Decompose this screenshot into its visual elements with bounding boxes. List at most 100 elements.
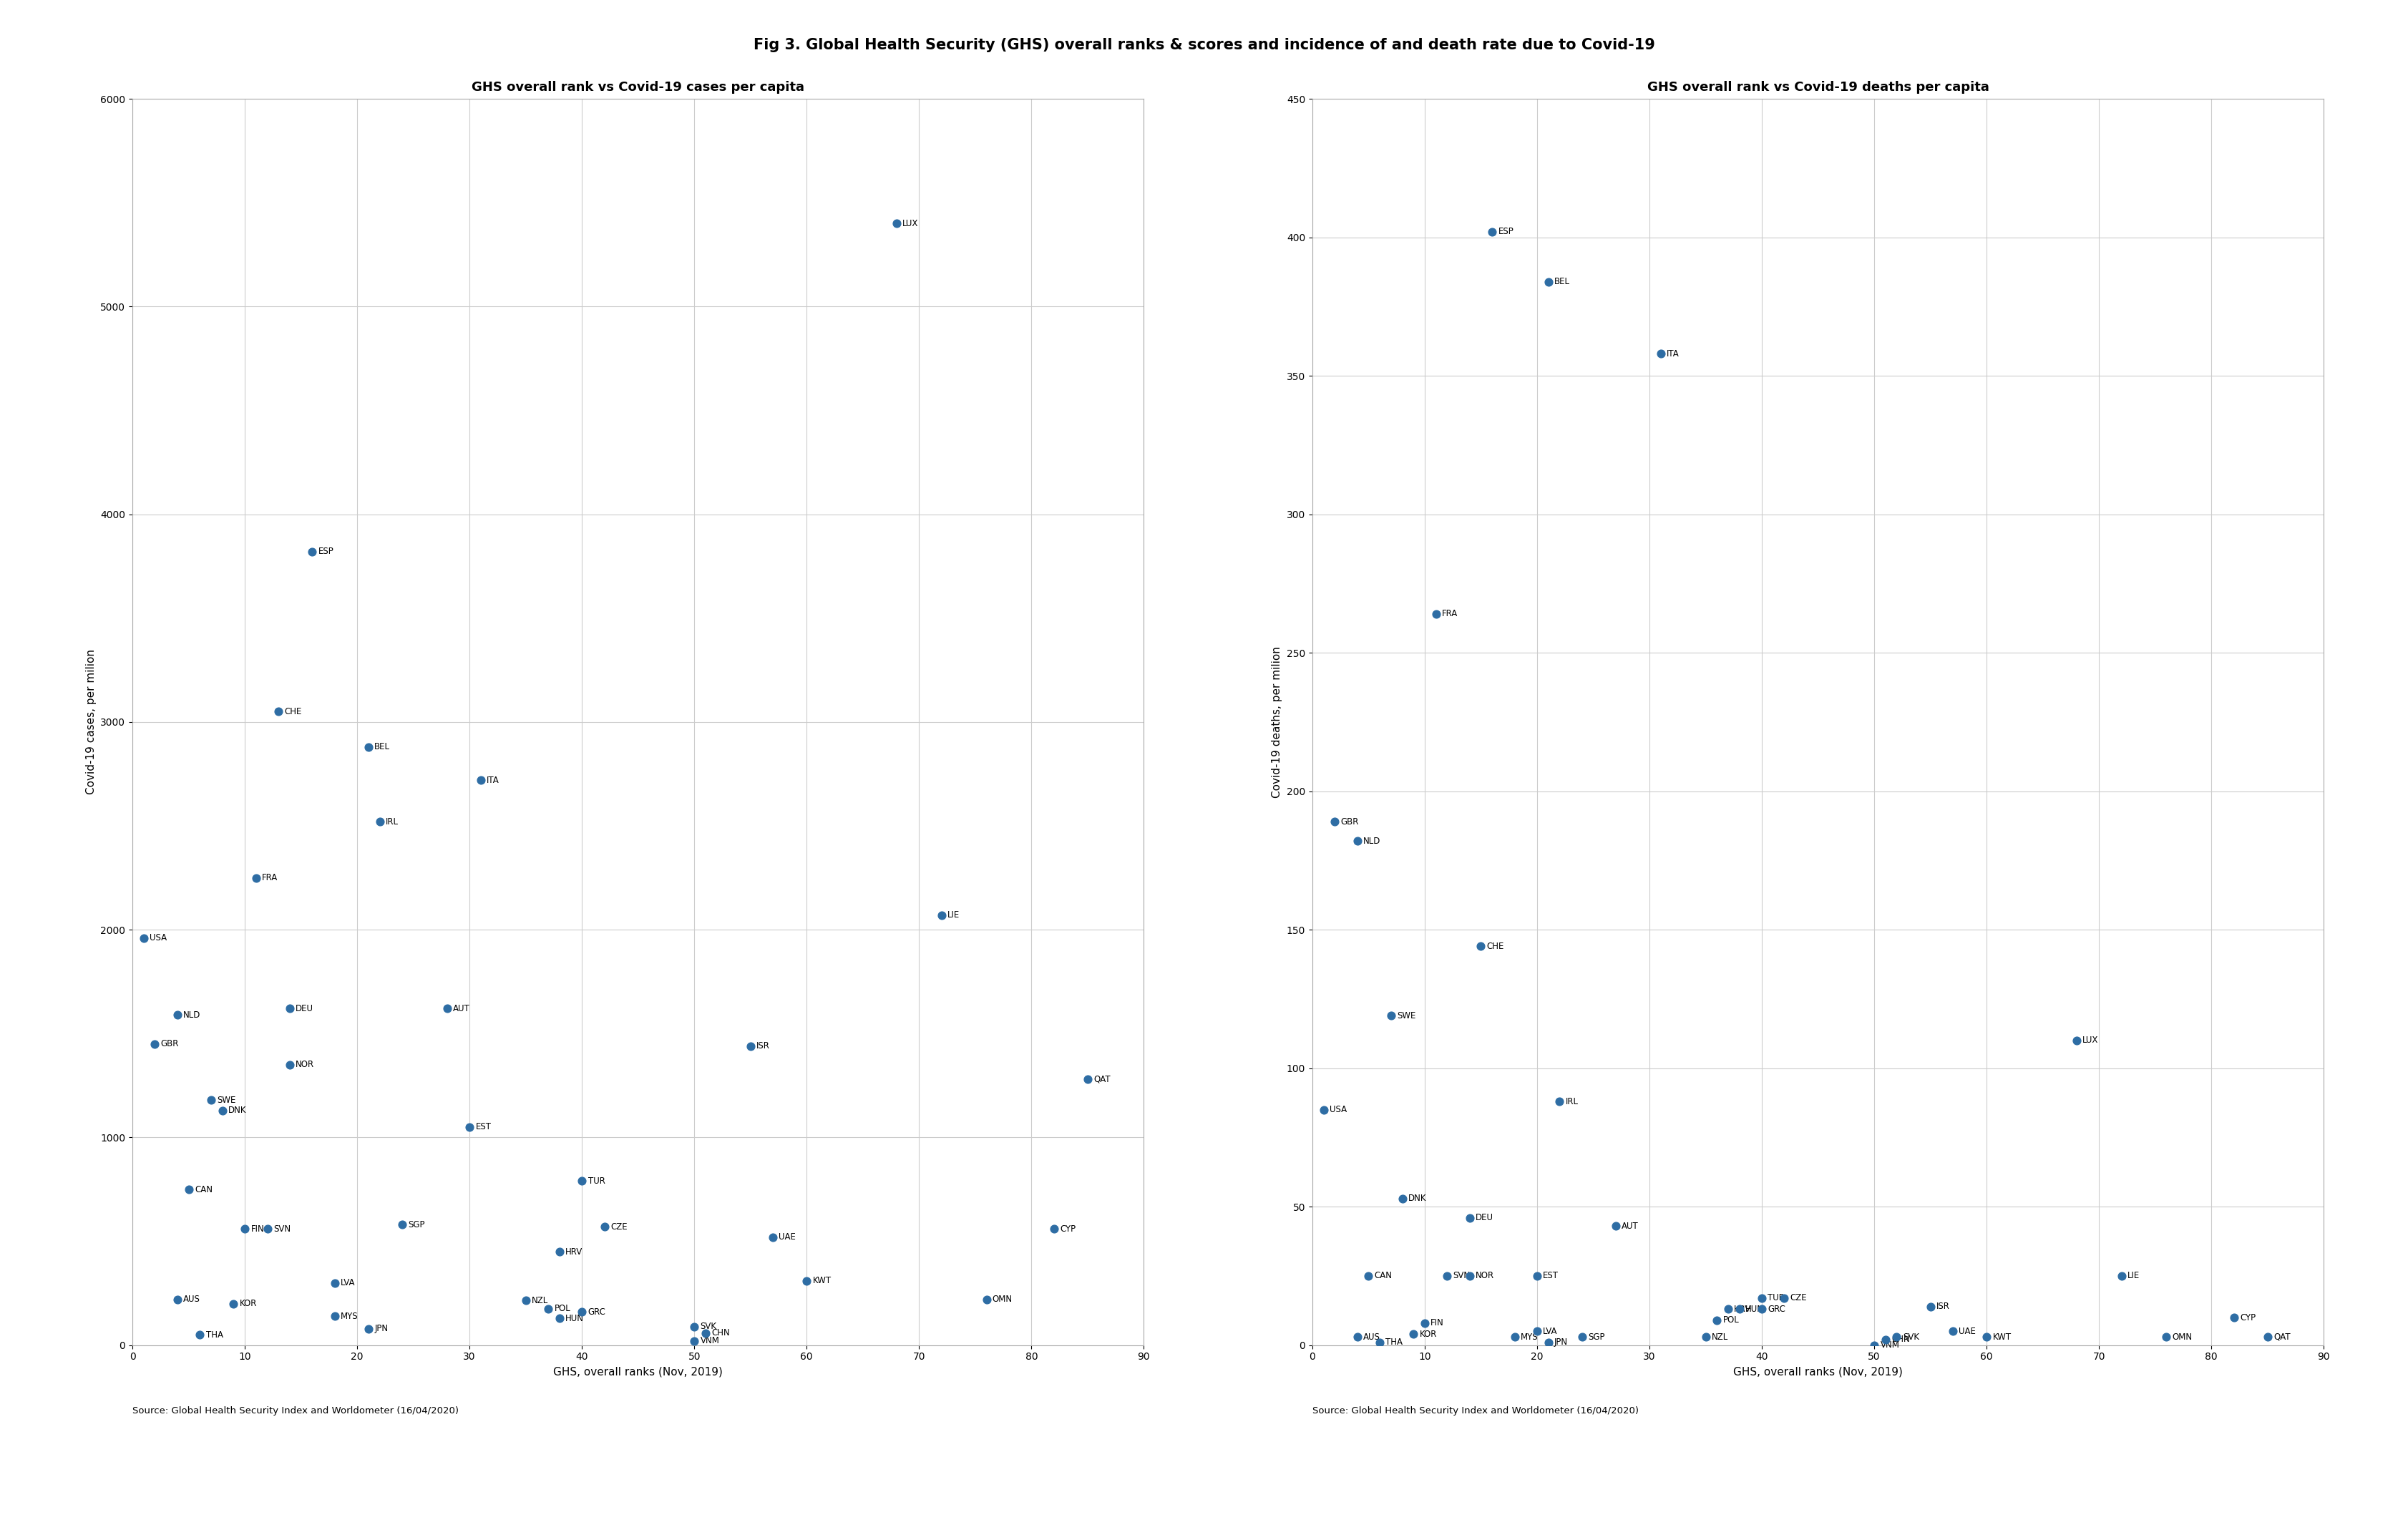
Text: FIN: FIN <box>1430 1318 1445 1327</box>
Point <box>1474 219 1512 243</box>
Point <box>349 1316 388 1341</box>
Text: QAT: QAT <box>2273 1332 2290 1342</box>
Text: AUS: AUS <box>1363 1332 1380 1342</box>
Text: DNK: DNK <box>1409 1193 1426 1202</box>
Text: SVN: SVN <box>1452 1271 1471 1281</box>
Text: MYS: MYS <box>340 1312 359 1321</box>
Point <box>315 1304 354 1328</box>
Point <box>2148 1325 2186 1350</box>
Text: CHE: CHE <box>1486 942 1505 952</box>
Text: CHN: CHN <box>710 1328 730 1338</box>
Text: LUX: LUX <box>2083 1035 2097 1046</box>
Point <box>1035 1216 1074 1240</box>
Text: CHN: CHN <box>1890 1335 1910 1344</box>
Point <box>686 1321 725 1345</box>
Text: UAE: UAE <box>778 1233 797 1242</box>
Text: NZL: NZL <box>1712 1332 1729 1342</box>
Point <box>1416 602 1454 626</box>
Point <box>563 1169 602 1193</box>
Point <box>585 1214 624 1239</box>
Point <box>539 1240 578 1265</box>
Text: JPN: JPN <box>1553 1338 1568 1347</box>
Text: SWE: SWE <box>217 1096 236 1105</box>
Point <box>2056 1029 2095 1053</box>
Point <box>1517 1263 1556 1287</box>
Point <box>674 1328 713 1353</box>
Text: ISR: ISR <box>756 1041 771 1050</box>
X-axis label: GHS, overall ranks (Nov, 2019): GHS, overall ranks (Nov, 2019) <box>554 1366 722 1377</box>
Point <box>1069 1067 1108 1091</box>
Point <box>563 1300 602 1324</box>
Point <box>361 810 400 834</box>
Point <box>530 1297 568 1321</box>
Point <box>754 1225 792 1249</box>
Point <box>315 1271 354 1295</box>
Text: SGP: SGP <box>407 1221 424 1230</box>
Text: ESP: ESP <box>1498 226 1515 237</box>
Point <box>248 1216 287 1240</box>
Point <box>202 1099 241 1123</box>
Text: JPN: JPN <box>373 1324 388 1333</box>
Text: NLD: NLD <box>183 1011 200 1020</box>
Point <box>1743 1286 1782 1310</box>
Text: SVK: SVK <box>701 1322 718 1332</box>
Point <box>1406 1310 1445 1335</box>
Text: Source: Global Health Security Index and Worldometer (16/04/2020): Source: Global Health Security Index and… <box>1312 1406 1640 1415</box>
Text: SWE: SWE <box>1397 1011 1416 1020</box>
Text: CYP: CYP <box>1060 1224 1076 1234</box>
Text: ESP: ESP <box>318 547 335 556</box>
Text: CAN: CAN <box>195 1184 212 1195</box>
Point <box>294 540 332 564</box>
Text: LIE: LIE <box>946 910 961 920</box>
Text: NOR: NOR <box>296 1059 315 1070</box>
Point <box>1765 1286 1804 1310</box>
Point <box>1450 1205 1488 1230</box>
Text: GBR: GBR <box>1341 818 1358 827</box>
Point <box>1382 1186 1421 1210</box>
Text: CZE: CZE <box>609 1222 626 1231</box>
Title: GHS overall rank vs Covid-19 deaths per capita: GHS overall rank vs Covid-19 deaths per … <box>1647 81 1989 94</box>
Point <box>1339 828 1377 853</box>
Text: USA: USA <box>149 933 166 942</box>
Point <box>125 926 164 950</box>
Text: FIN: FIN <box>250 1224 265 1234</box>
Point <box>1529 269 1568 293</box>
Point <box>732 1034 771 1058</box>
Text: OMN: OMN <box>992 1295 1014 1304</box>
Point <box>1495 1325 1534 1350</box>
Text: POL: POL <box>554 1304 571 1313</box>
Point <box>1866 1327 1905 1351</box>
Point <box>383 1213 421 1237</box>
Point <box>1912 1294 1950 1318</box>
Point <box>429 997 467 1021</box>
Point <box>1529 1330 1568 1354</box>
Text: ITA: ITA <box>486 775 498 784</box>
Point <box>1967 1325 2006 1350</box>
Text: VNM: VNM <box>701 1336 720 1345</box>
Point <box>1563 1325 1601 1350</box>
Text: GRC: GRC <box>588 1307 607 1316</box>
Text: ITA: ITA <box>1666 350 1678 359</box>
Text: Fig 3. Global Health Security (GHS) overall ranks & scores and incidence of and : Fig 3. Global Health Security (GHS) over… <box>754 38 1654 52</box>
Point <box>1854 1333 1893 1357</box>
Text: VNM: VNM <box>1881 1341 1900 1350</box>
Text: KOR: KOR <box>238 1300 258 1309</box>
Text: EST: EST <box>474 1122 491 1132</box>
Text: LVA: LVA <box>1544 1327 1558 1336</box>
Text: IRL: IRL <box>1565 1097 1577 1107</box>
Point <box>236 866 275 891</box>
Point <box>1339 1325 1377 1350</box>
Text: USA: USA <box>1329 1105 1346 1114</box>
Text: AUT: AUT <box>453 1005 470 1014</box>
Point <box>1394 1322 1433 1347</box>
Text: ISR: ISR <box>1936 1301 1950 1312</box>
Title: GHS overall rank vs Covid-19 cases per capita: GHS overall rank vs Covid-19 cases per c… <box>472 81 804 94</box>
Point <box>349 734 388 758</box>
Text: LIE: LIE <box>2126 1271 2141 1281</box>
Point <box>1315 810 1353 834</box>
Text: HRV: HRV <box>566 1246 583 1257</box>
Point <box>462 768 501 792</box>
Text: FRA: FRA <box>1442 610 1457 619</box>
Point <box>506 1289 544 1313</box>
Y-axis label: Covid-19 deaths, per milion: Covid-19 deaths, per milion <box>1271 646 1283 798</box>
